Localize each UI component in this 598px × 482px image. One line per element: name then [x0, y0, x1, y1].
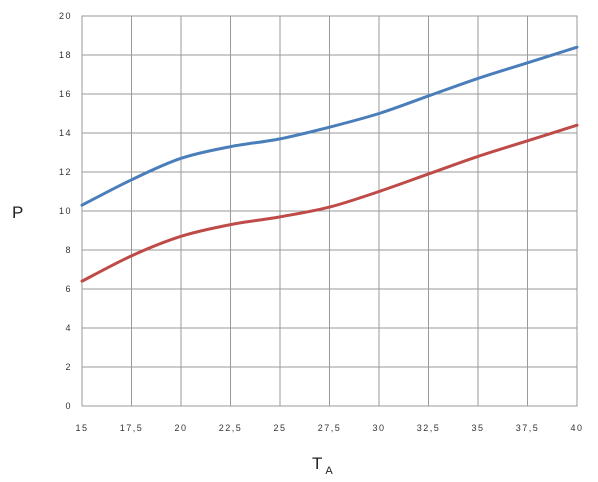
y-tick-label: 4: [65, 323, 72, 333]
x-axis-label-main: T: [312, 454, 322, 473]
x-tick-label: 22,5: [219, 423, 243, 433]
series-lines: [80, 45, 579, 283]
series-line-2: [80, 123, 579, 283]
x-tick-label: 30: [372, 423, 385, 433]
x-tick-label: 15: [75, 423, 88, 433]
x-tick-label: 25: [273, 423, 286, 433]
y-tick-label: 20: [59, 11, 72, 21]
x-axis-label-subscript: A: [325, 465, 333, 477]
x-tick-label: 35: [471, 423, 484, 433]
y-axis-label: P: [12, 203, 23, 222]
y-tick-labels: 0 2 4 6 8 10 12 14 16 18 20: [59, 11, 72, 411]
y-tick-label: 0: [65, 401, 72, 411]
series-line-1: [80, 45, 579, 207]
y-tick-label: 10: [59, 206, 72, 216]
y-tick-label: 2: [65, 362, 72, 372]
y-tick-label: 6: [65, 284, 72, 294]
x-tick-label: 32,5: [417, 423, 441, 433]
plot-frame: [81, 15, 578, 407]
x-tick-label: 40: [570, 423, 583, 433]
y-tick-label: 18: [59, 50, 72, 60]
x-tick-label: 20: [174, 423, 187, 433]
x-tick-label: 17,5: [120, 423, 144, 433]
y-tick-label: 12: [59, 167, 72, 177]
y-tick-label: 8: [65, 245, 72, 255]
x-tick-label: 37,5: [516, 423, 540, 433]
grid: [81, 15, 578, 407]
y-tick-label: 14: [59, 128, 72, 138]
x-tick-labels: 15 17,5 20 22,5 25 27,5 30 32,5 35 37,5 40: [75, 423, 583, 433]
y-tick-label: 16: [59, 89, 72, 99]
x-tick-label: 27,5: [318, 423, 342, 433]
